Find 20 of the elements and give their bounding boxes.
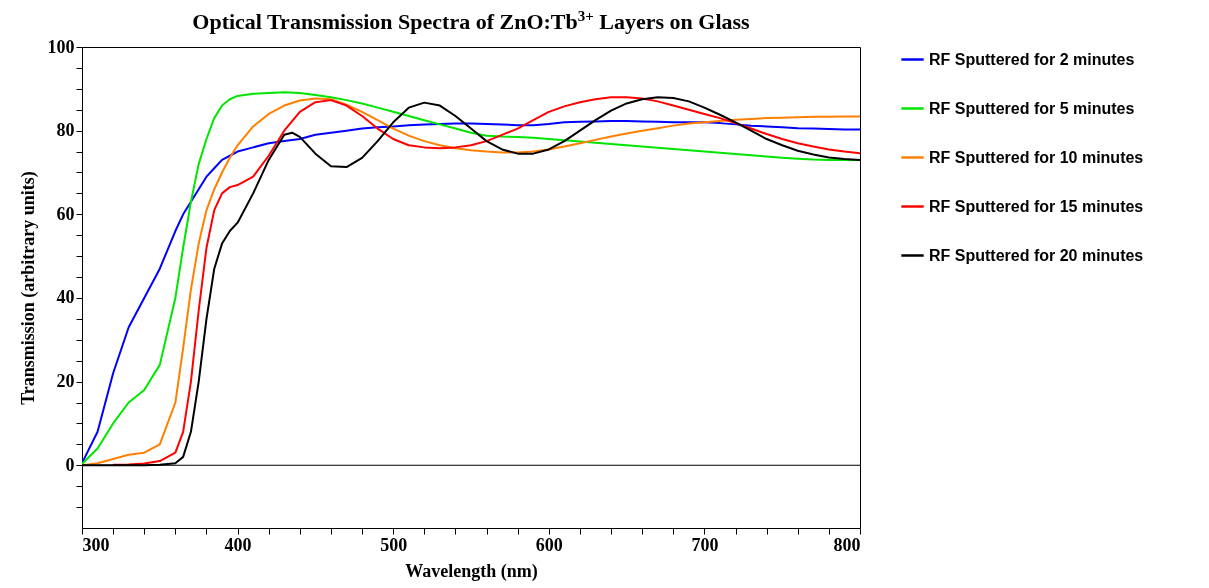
legend-label: RF Sputtered for 10 minutes: [929, 148, 1144, 166]
x-tick-label: 700: [691, 534, 719, 555]
y-tick-label: 80: [56, 120, 75, 141]
legend-label: RF Sputtered for 20 minutes: [929, 246, 1144, 264]
x-tick-label: 400: [224, 534, 252, 555]
legend-label: RF Sputtered for 5 minutes: [929, 99, 1135, 117]
chart-title: Optical Transmission Spectra of ZnO:Tb$^{3+}$ Layers on Glass: [191, 8, 751, 36]
legend-label: RF Sputtered for 15 minutes: [929, 197, 1144, 215]
x-tick-label: 500: [380, 534, 408, 555]
y-tick-label: 20: [56, 371, 75, 392]
legend-label: RF Sputtered for 2 minutes: [929, 50, 1135, 68]
x-tick-label: 600: [535, 534, 563, 555]
y-tick-label: 0: [65, 454, 75, 475]
x-tick-label: 300: [82, 534, 110, 555]
x-axis-title: Wavelength (nm): [405, 560, 538, 582]
y-tick-label: 40: [56, 287, 75, 308]
y-tick-label: 60: [56, 203, 75, 224]
y-tick-label: 100: [47, 36, 75, 57]
x-tick-label: 800: [833, 534, 861, 555]
y-axis-title: Transmission (arbitrary units): [17, 171, 39, 405]
